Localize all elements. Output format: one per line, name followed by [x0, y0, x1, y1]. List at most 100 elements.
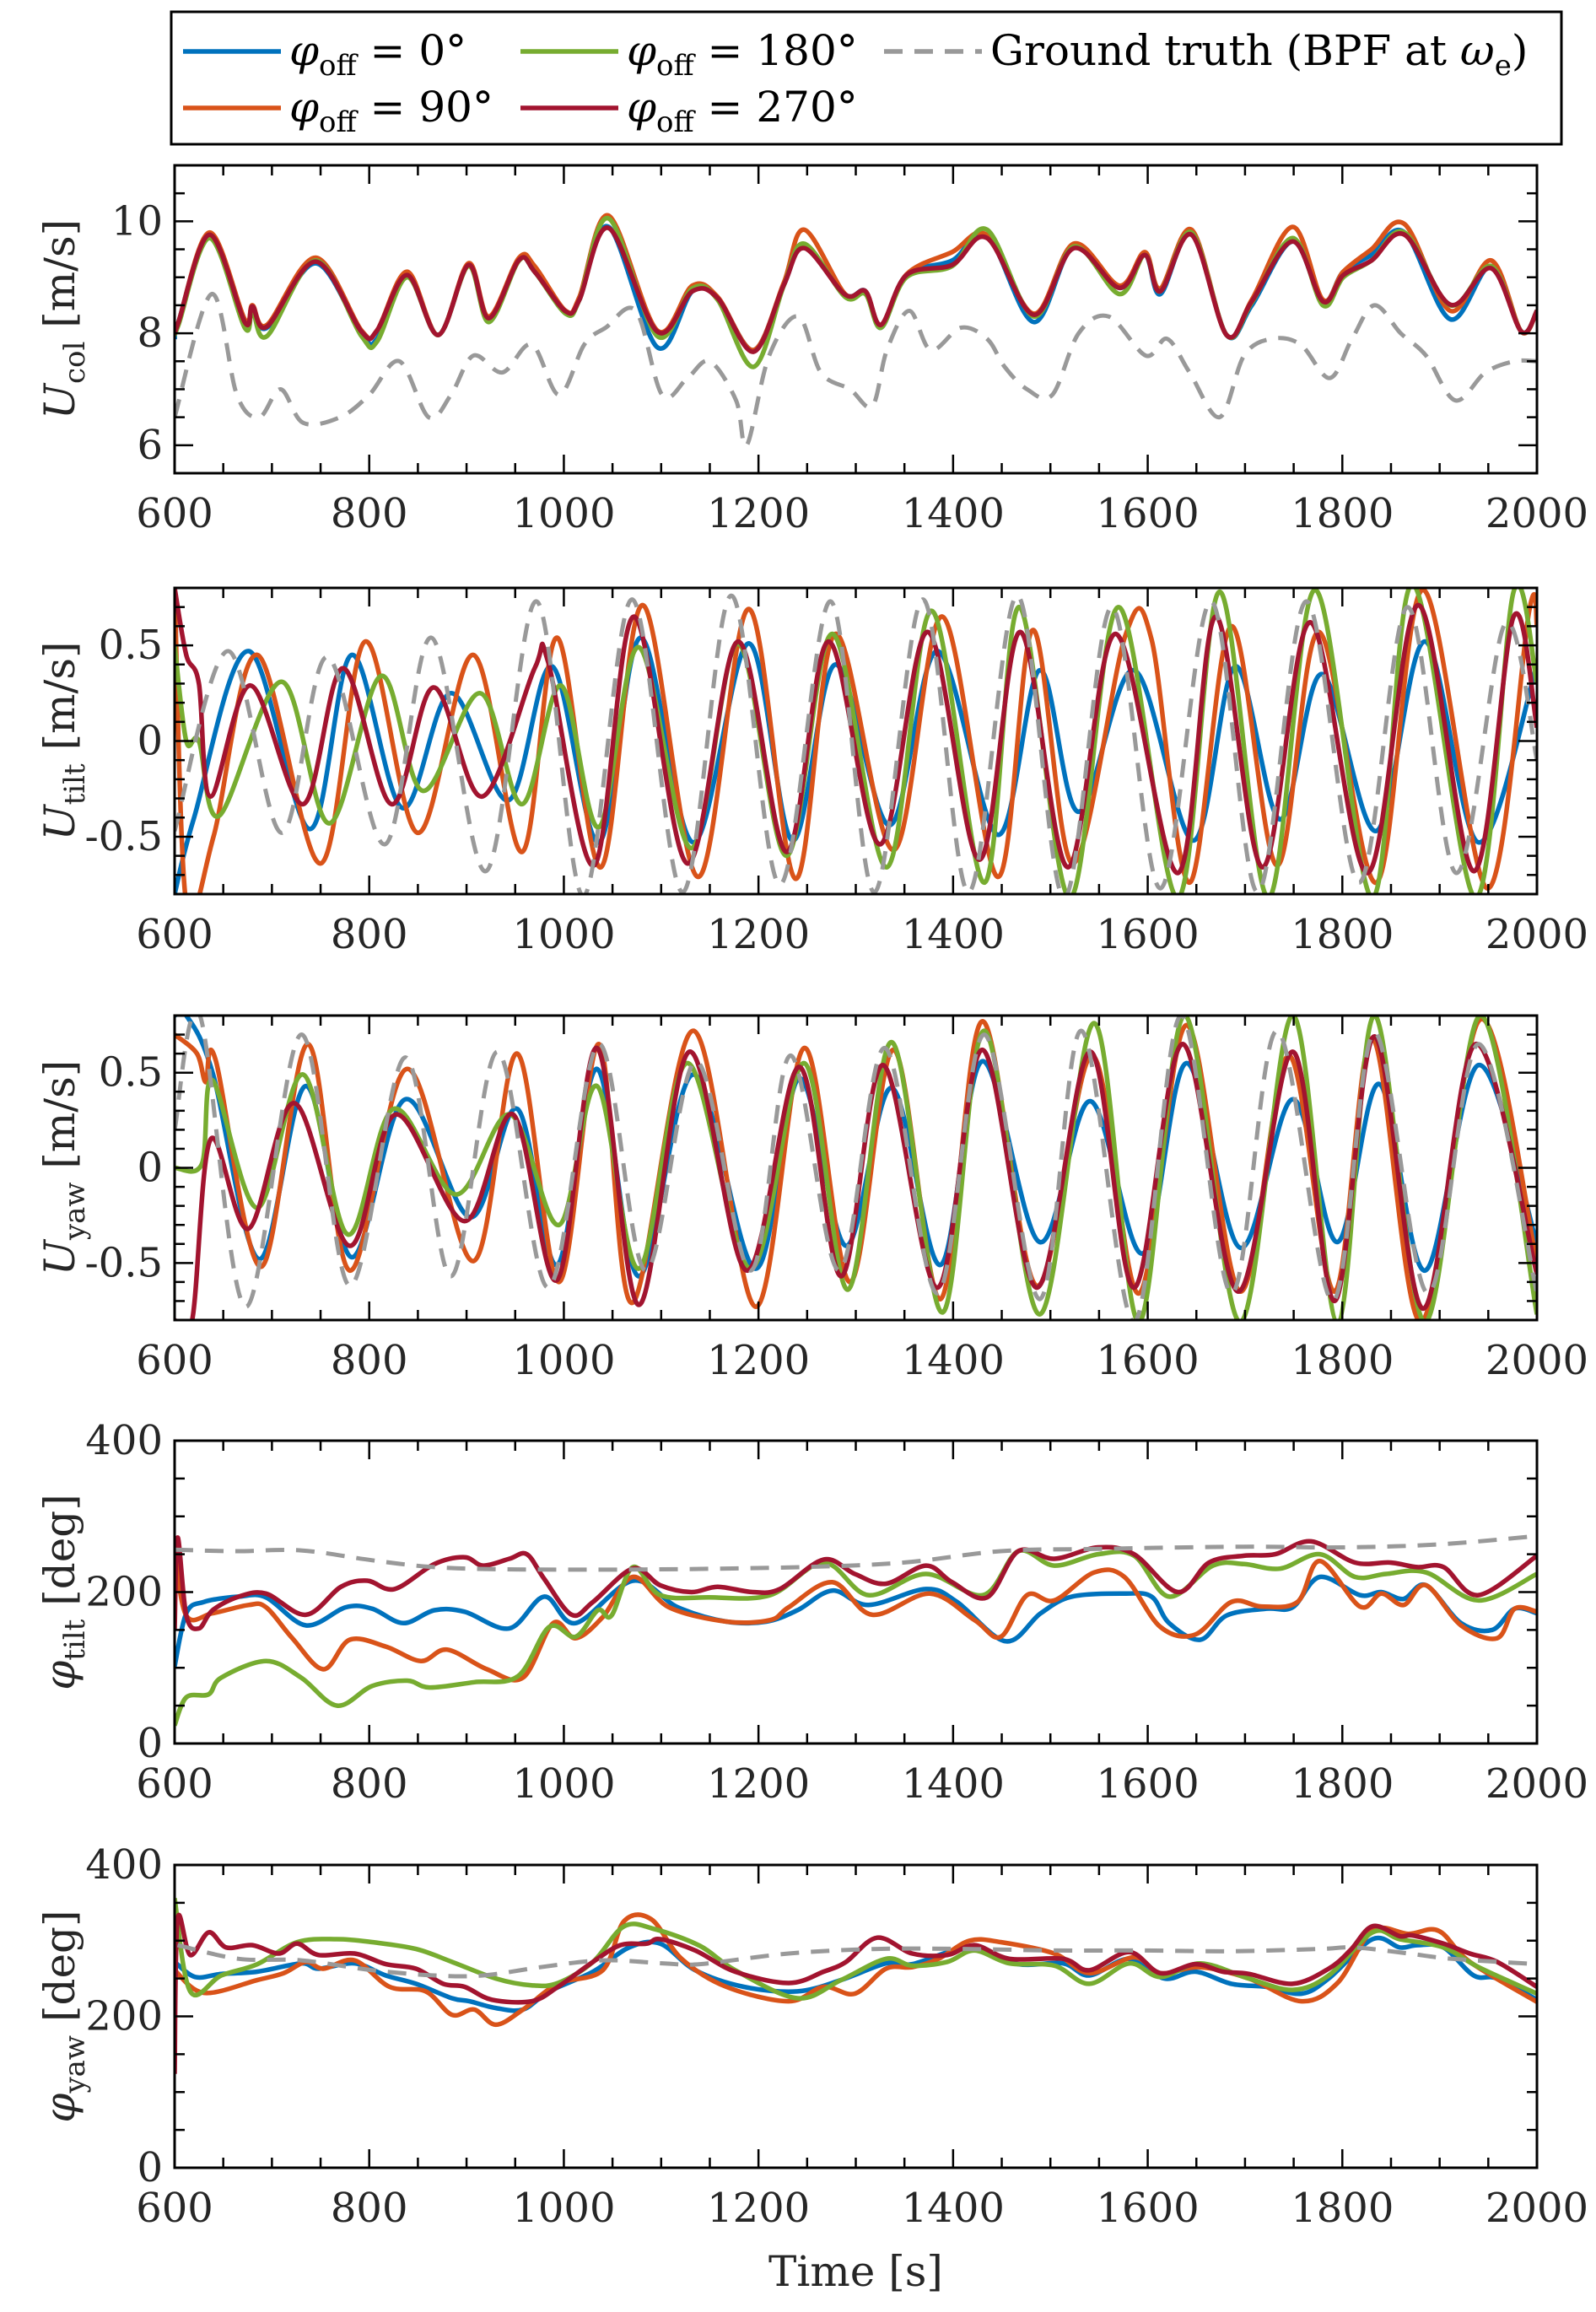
y-tick-label: 10 [111, 197, 163, 245]
series-line-phi180 [175, 1898, 1537, 2001]
y-ticks: -0.5 0 0.5 [84, 1014, 1537, 1322]
legend-subscript: off [319, 105, 359, 139]
legend-symbol: φ [289, 83, 319, 132]
x-tick-label: 600 [136, 1760, 213, 1808]
y-label-unit: [m/s] [35, 641, 84, 763]
x-ticks: 600 800 1000 1200 1400 1600 1800 2000 [136, 165, 1588, 537]
y-label-unit: [deg] [35, 1910, 84, 2035]
y-tick-label: 0.5 [99, 1049, 163, 1097]
x-tick-label: 1800 [1291, 490, 1394, 537]
x-tick-label: 1400 [902, 911, 1005, 958]
x-tick-label: 800 [331, 911, 408, 958]
series-group [175, 1898, 1537, 2074]
legend-prefix: Ground truth (BPF at [990, 26, 1460, 75]
panel-2: 600 800 1000 1200 1400 1600 1800 2000-0.500.5Ut… [35, 586, 1588, 958]
series-line-phi90 [175, 1548, 1537, 1683]
x-tick-label: 1200 [707, 490, 810, 537]
axes-frame [173, 1439, 1539, 1745]
x-tick-label: 1000 [512, 490, 615, 537]
series-line-phi270 [175, 225, 1537, 354]
x-tick-label: 800 [331, 2185, 408, 2232]
legend-rest: = 270° [694, 83, 858, 132]
x-tick-label: 1000 [512, 1760, 615, 1808]
series-line-phi270 [175, 1912, 1537, 2074]
x-tick-label: 2000 [1485, 490, 1588, 537]
y-label-unit: [deg] [35, 1494, 84, 1619]
y-tick-label: -0.5 [84, 813, 163, 860]
series-group [175, 1016, 1537, 1320]
legend-rest: = 0° [357, 26, 467, 75]
y-tick-label: 6 [137, 422, 163, 469]
series-line-phi90 [175, 1912, 1537, 2028]
x-tick-label: 1000 [512, 2185, 615, 2232]
x-tick-label: 1800 [1291, 911, 1394, 958]
x-tick-label: 1000 [512, 1337, 615, 1384]
y-label-symbol: U [35, 382, 84, 419]
y-label-unit: [m/s] [35, 1060, 84, 1183]
y-tick-label: 400 [85, 1841, 163, 1889]
y-label-symbol: U [35, 804, 84, 841]
series-line-ground_truth [175, 1533, 1537, 1572]
legend-label: φoff = 90° [289, 83, 493, 139]
x-tick-label: 1600 [1096, 2185, 1199, 2232]
y-label-symbol: φ [35, 1661, 84, 1690]
legend-subscript: off [319, 49, 359, 83]
series-line-phi180 [175, 216, 1537, 369]
legend-symbol: ω [1460, 26, 1495, 75]
y-tick-label: 200 [85, 1993, 163, 2040]
series-line-phi0 [175, 1574, 1537, 1668]
x-tick-label: 2000 [1485, 1337, 1588, 1384]
x-tick-label: 1600 [1096, 911, 1199, 958]
y-tick-label: 0.5 [99, 622, 163, 669]
x-tick-label: 1400 [902, 1760, 1005, 1808]
x-tick-label: 600 [136, 2185, 213, 2232]
y-label-subscript: yaw [58, 2035, 92, 2094]
x-tick-label: 1400 [902, 1337, 1005, 1384]
y-label-symbol: φ [35, 2094, 84, 2123]
x-ticks: 600 800 1000 1200 1400 1600 1800 2000 [136, 588, 1588, 958]
legend-subscript: off [656, 49, 696, 83]
y-axis-label: φyaw [deg] [35, 1910, 92, 2122]
x-tick-label: 1800 [1291, 1760, 1394, 1808]
panel-1: 600 800 1000 1200 1400 1600 1800 2000 6 8 10 Ucol [… [35, 164, 1588, 537]
x-tick-label: 600 [136, 1337, 213, 1384]
panel-5: 600 800 1000 1200 1400 1600 1800 2000 0 200 400 φya… [35, 1841, 1588, 2296]
legend-box [170, 10, 1563, 146]
x-tick-label: 1200 [707, 2185, 810, 2232]
legend-entry-phi180: φoff = 180° [520, 26, 858, 83]
x-tick-label: 1200 [707, 1337, 810, 1384]
legend-subscript: off [656, 105, 696, 139]
legend-rest: = 90° [357, 83, 493, 132]
legend-entry-phi0: φoff = 0° [183, 26, 466, 83]
axes-frame [173, 586, 1539, 896]
plot-area [175, 165, 1537, 473]
x-tick-label: 600 [136, 911, 213, 958]
x-tick-label: 2000 [1485, 911, 1588, 958]
x-ticks: 600 800 1000 1200 1400 1600 1800 2000 [136, 1016, 1588, 1384]
legend-label: φoff = 0° [289, 26, 466, 83]
plot-area [175, 1441, 1537, 1743]
series-group [175, 213, 1537, 449]
x-tick-label: 1600 [1096, 490, 1199, 537]
legend-symbol: φ [627, 26, 656, 75]
axes-frame [173, 1863, 1539, 2169]
series-line-phi90 [175, 1016, 1537, 1320]
y-label-unit: [m/s] [35, 219, 84, 342]
series-line-phi270 [175, 1034, 1537, 1320]
legend-entry-phi90: φoff = 90° [183, 83, 493, 139]
legend-label: φoff = 270° [627, 83, 858, 139]
panel-4: 600 800 1000 1200 1400 1600 1800 2000 0 200 400 φti… [35, 1417, 1588, 1808]
x-tick-label: 800 [331, 1337, 408, 1384]
x-axis-label: Time [s] [768, 2247, 943, 2296]
x-tick-label: 2000 [1485, 2185, 1588, 2232]
legend-entry-ground_truth: Ground truth (BPF at ωe) [884, 26, 1528, 83]
y-label-subscript: col [58, 342, 92, 384]
legend-entry-phi270: φoff = 270° [520, 83, 858, 139]
series-group [175, 1533, 1537, 1727]
y-tick-label: 0 [137, 2144, 163, 2191]
y-label-subscript: yaw [58, 1183, 92, 1242]
x-tick-label: 2000 [1485, 1760, 1588, 1808]
series-line-phi270 [175, 1535, 1537, 1631]
series-line-ground_truth [175, 1016, 1537, 1320]
x-ticks: 600 800 1000 1200 1400 1600 1800 2000 [136, 1441, 1588, 1808]
